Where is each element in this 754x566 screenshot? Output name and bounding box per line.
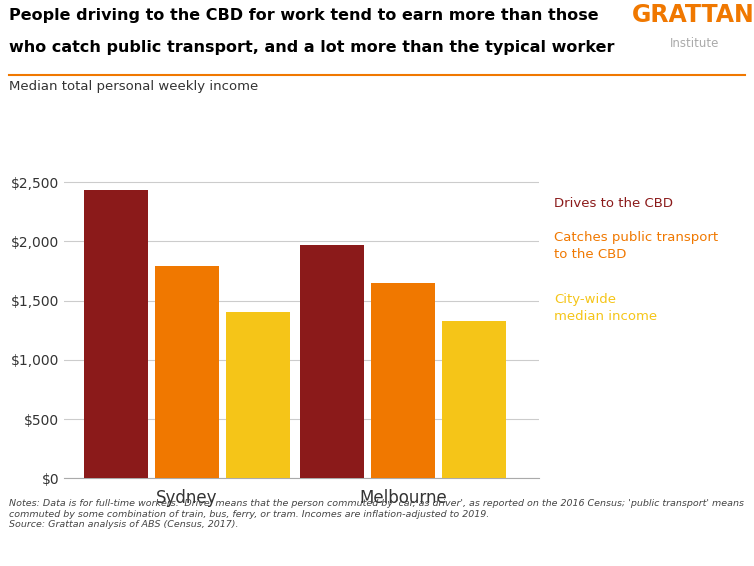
- Text: Median total personal weekly income: Median total personal weekly income: [9, 80, 259, 93]
- Text: Institute: Institute: [670, 37, 719, 50]
- Bar: [155, 266, 219, 478]
- Text: Catches public transport
to the CBD: Catches public transport to the CBD: [554, 231, 719, 261]
- Bar: [84, 190, 148, 478]
- Bar: [372, 283, 435, 478]
- Text: City-wide
median income: City-wide median income: [554, 293, 657, 324]
- Text: People driving to the CBD for work tend to earn more than those: People driving to the CBD for work tend …: [9, 8, 599, 24]
- Text: who catch public transport, and a lot more than the typical worker: who catch public transport, and a lot mo…: [9, 40, 615, 55]
- Bar: [300, 245, 364, 478]
- Text: Drives to the CBD: Drives to the CBD: [554, 198, 673, 210]
- Text: Notes: Data is for full-time workers. 'Drive' means that the person commuted by : Notes: Data is for full-time workers. 'D…: [9, 499, 744, 529]
- Bar: [226, 312, 290, 478]
- Bar: [443, 321, 507, 478]
- Text: GRATTAN: GRATTAN: [632, 3, 754, 27]
